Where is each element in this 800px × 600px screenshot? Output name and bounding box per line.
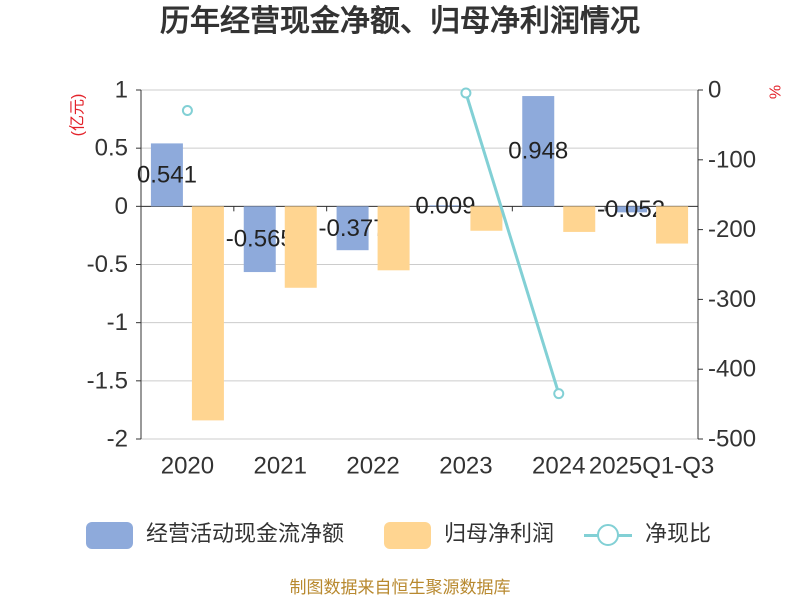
net-profit-bar-2021 xyxy=(284,206,317,288)
left-y-axis-unit-label: (亿元) xyxy=(69,94,87,137)
cash-flow-bar-2024 xyxy=(522,96,555,207)
net-profit-bar-2025q1-q3 xyxy=(656,206,689,244)
net-profit-bar-2020 xyxy=(191,206,224,421)
x-tick-label-2025q1-q3: 2025Q1-Q3 xyxy=(589,453,714,480)
legend-item-cash-flow[interactable]: 经营活动现金流净额 xyxy=(86,519,344,551)
cash-flow-data-labels: 0.541 -0.565 -0.377 0.009 0.948 -0.052 xyxy=(137,138,665,253)
right-y-tick-label-5: -500 xyxy=(708,426,756,453)
cash-flow-bars xyxy=(150,96,648,273)
cash-flow-data-label-2025q1-q3: -0.052 xyxy=(597,196,665,223)
source-footer: 制图数据来自恒生聚源数据库 xyxy=(289,578,511,598)
axis-labels: 10.50-0.5-1-1.5-20-100-200-300-400-50020… xyxy=(69,77,785,480)
net-profit-bar-2022 xyxy=(377,206,410,271)
left-y-tick-label-0: 1 xyxy=(115,77,128,104)
ratio-point-2020 xyxy=(181,105,193,117)
legend-label-cash-flow: 经营活动现金流净额 xyxy=(146,522,345,547)
chart-title: 历年经营现金净额、归母净利润情况 xyxy=(160,4,640,39)
left-y-tick-label-5: -1.5 xyxy=(87,367,128,394)
ratio-line-series xyxy=(181,87,565,400)
x-tick-label-2020: 2020 xyxy=(161,453,214,480)
legend-item-net-profit[interactable]: 归母净利润 xyxy=(384,519,554,551)
legend-swatch-net-profit xyxy=(384,521,431,549)
legend-swatch-cash-flow xyxy=(86,521,133,549)
cash-flow-data-label-2021: -0.565 xyxy=(226,226,294,253)
left-y-tick-label-4: -1 xyxy=(107,309,128,336)
cash-flow-data-label-2022: -0.377 xyxy=(319,215,387,242)
legend-line-marker-icon xyxy=(597,524,619,546)
right-y-axis-unit-label: % xyxy=(768,85,785,99)
legend-line-icon xyxy=(584,522,632,549)
ratio-point-2023 xyxy=(460,87,472,99)
net-profit-bars xyxy=(191,206,689,421)
net-profit-bar-2023 xyxy=(470,206,503,231)
ratio-point-2024 xyxy=(553,388,565,400)
cash-flow-data-label-2020: 0.541 xyxy=(137,161,197,188)
left-y-tick-label-6: -2 xyxy=(107,426,128,453)
cash-flow-bar-2020 xyxy=(150,143,183,207)
gridlines xyxy=(141,89,698,440)
x-tick-label-2023: 2023 xyxy=(439,453,492,480)
right-y-tick-label-4: -400 xyxy=(708,356,756,383)
right-y-tick-label-3: -300 xyxy=(708,286,756,313)
legend-label-cash-ratio: 净现比 xyxy=(645,522,712,547)
right-y-tick-label-2: -200 xyxy=(708,216,756,243)
legend-item-cash-ratio[interactable]: 净现比 xyxy=(584,519,711,551)
cash-flow-data-label-2024: 0.948 xyxy=(508,138,568,165)
cash-flow-bar-2025q1-q3 xyxy=(615,206,648,213)
x-tick-label-2021: 2021 xyxy=(254,453,307,480)
right-y-tick-label-1: -100 xyxy=(708,146,756,173)
cash-flow-bar-2022 xyxy=(336,206,369,251)
cash-flow-data-label-2023: 0.009 xyxy=(415,192,475,219)
left-y-tick-label-2: 0 xyxy=(115,193,128,220)
legend-label-net-profit: 归母净利润 xyxy=(444,522,555,547)
ratio-line-segment-2023-2024 xyxy=(464,91,561,396)
axes xyxy=(136,89,703,440)
cash-flow-bar-2023 xyxy=(429,205,462,207)
net-profit-bar-2024 xyxy=(563,206,596,232)
left-y-tick-label-3: -0.5 xyxy=(87,251,128,278)
right-y-tick-label-0: 0 xyxy=(708,77,721,104)
left-y-tick-label-1: 0.5 xyxy=(95,135,128,162)
x-tick-label-2024: 2024 xyxy=(532,453,585,480)
cash-flow-bar-2021 xyxy=(243,206,276,273)
x-tick-label-2022: 2022 xyxy=(346,453,399,480)
